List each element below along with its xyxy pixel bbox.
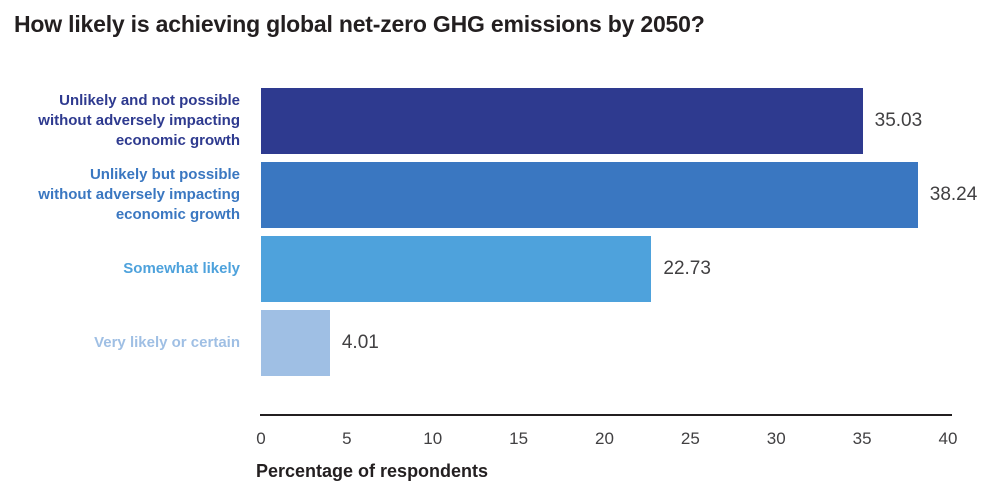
chart-row: Somewhat likely 22.73	[0, 236, 1000, 302]
chart-row: Unlikely and not possible without advers…	[0, 88, 1000, 154]
x-tick-label: 35	[852, 429, 872, 448]
x-tick-label: 15	[509, 429, 529, 448]
category-label: Unlikely and not possible without advers…	[38, 92, 240, 149]
value-label: 35.03	[874, 110, 923, 131]
chart-title: How likely is achieving global net-zero …	[14, 11, 705, 37]
bar-area: 22.73	[261, 236, 948, 302]
bar	[261, 88, 863, 154]
x-tick-label: 30	[766, 429, 786, 448]
category-label: Very likely or certain	[94, 334, 240, 351]
value-label: 22.73	[663, 258, 711, 279]
x-axis-ticks: 0 5 10 15 20 25 30 35 40	[256, 429, 957, 449]
category-label: Somewhat likely	[123, 260, 240, 277]
x-tick-label: 40	[938, 429, 958, 448]
bar	[261, 162, 918, 228]
x-tick-label: 20	[595, 429, 614, 448]
chart-row: Unlikely but possible without adversely …	[0, 162, 1000, 228]
x-axis-label: Percentage of respondents	[256, 461, 489, 481]
category-label: Unlikely but possible without adversely …	[38, 166, 240, 223]
x-tick-label: 5	[342, 429, 352, 448]
chart-row: Very likely or certain 4.01	[0, 310, 1000, 376]
value-label: 4.01	[341, 332, 379, 353]
x-tick-label: 25	[680, 429, 700, 448]
bar-area: 35.03	[261, 88, 948, 154]
x-tick-label: 10	[423, 429, 443, 448]
bar-area: 4.01	[261, 310, 948, 376]
bar	[261, 310, 330, 376]
x-axis-line	[260, 414, 952, 416]
bar-chart: Unlikely and not possible without advers…	[0, 88, 1000, 384]
value-label: 38.24	[929, 184, 978, 205]
x-axis: 0 5 10 15 20 25 30 35 40	[256, 414, 957, 449]
bar-area: 38.24	[261, 162, 977, 228]
x-tick-label: 0	[256, 429, 266, 448]
bar	[261, 236, 652, 302]
